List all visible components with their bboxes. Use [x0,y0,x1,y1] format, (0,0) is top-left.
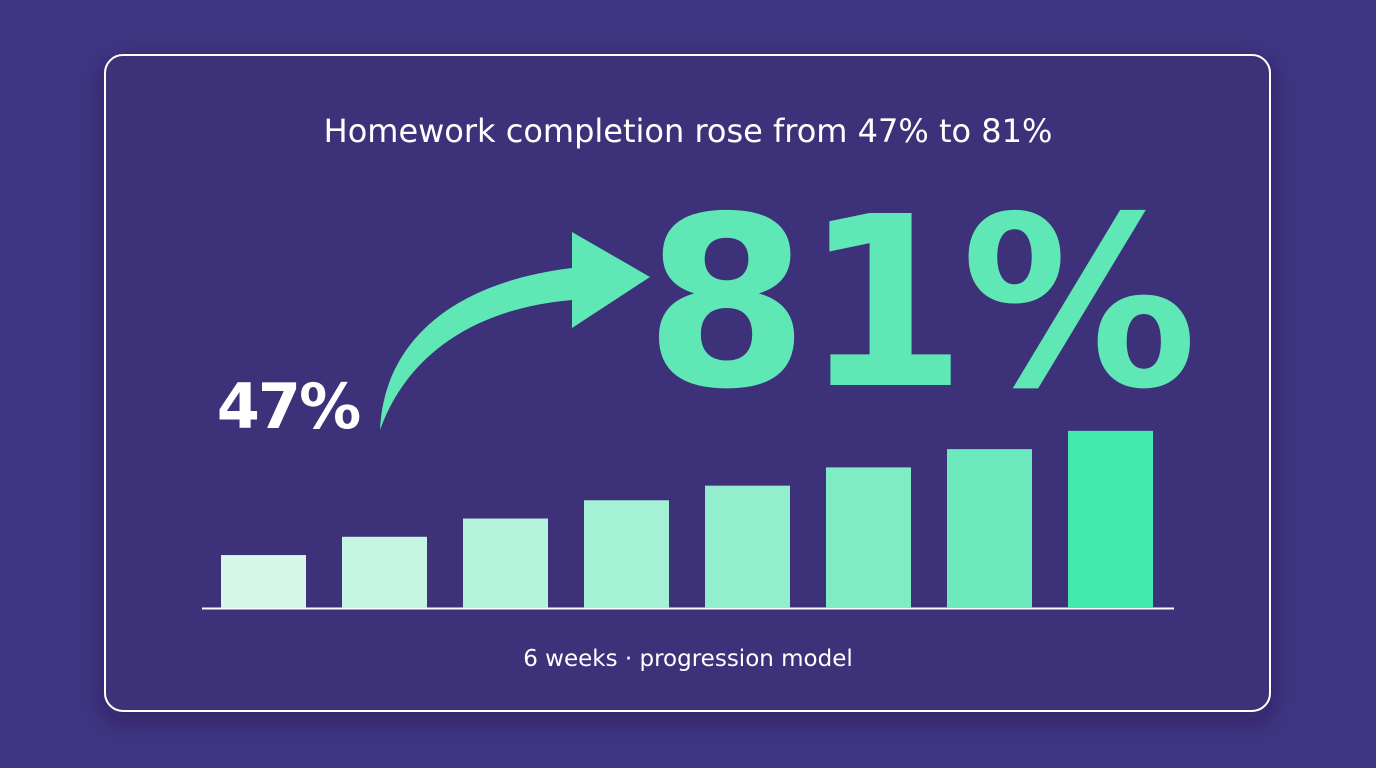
bar [1068,430,1153,608]
bar [342,536,427,608]
bar [584,500,669,608]
end-label: 81% [645,166,1192,441]
bar [826,467,911,608]
arrow [380,232,650,430]
bar [705,485,790,608]
footnote: 6 weeks · progression model [523,646,853,672]
bar [221,555,306,608]
bar [463,518,548,608]
start-label: 47% [217,370,360,443]
title: Homework completion rose from 47% to 81% [324,112,1053,150]
bar [947,449,1032,608]
